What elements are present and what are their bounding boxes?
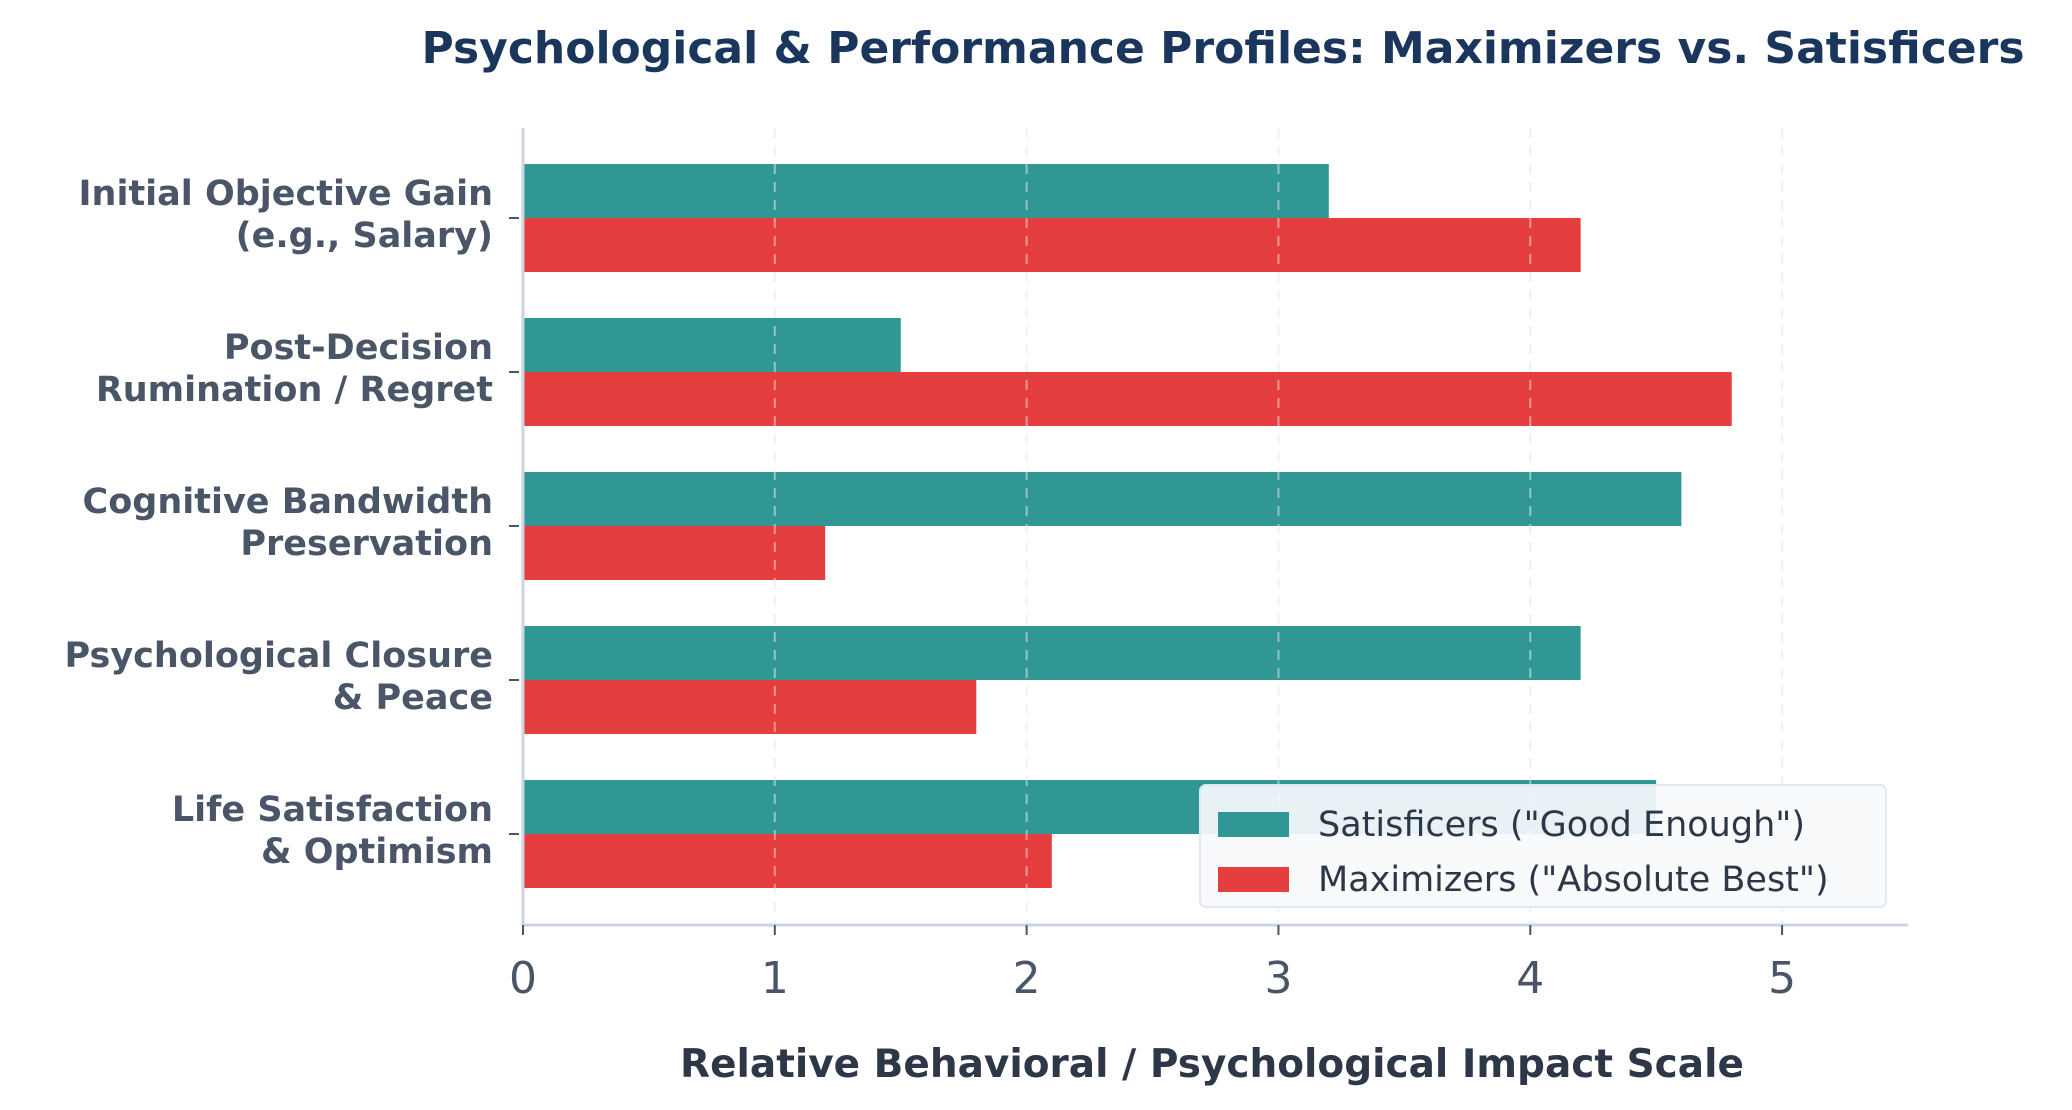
axes-layer xyxy=(509,128,1908,935)
x-tick-label-4: 4 xyxy=(1516,953,1544,1004)
labels-layer: 0 1 2 3 4 5 Initial Objective Gain (e.g., Salar… xyxy=(64,174,1796,1004)
bars-layer xyxy=(523,128,1784,925)
category-label-0-line-1: (e.g., Salary) xyxy=(236,216,493,256)
category-label-1: Post-Decision Rumination / Regret xyxy=(96,328,493,410)
category-label-2-line-1: Preservation xyxy=(240,524,493,564)
bar-satisficers-1 xyxy=(523,318,901,372)
bar-maximizers-4 xyxy=(523,834,1052,888)
chart-title: Psychological & Performance Profiles: Ma… xyxy=(421,23,2024,74)
category-label-3-line-0: Psychological Closure xyxy=(64,636,493,676)
x-tick-label-5: 5 xyxy=(1768,953,1796,1004)
bar-satisficers-3 xyxy=(523,626,1581,680)
legend: Satisficers ("Good Enough") Maximizers ("… xyxy=(1199,784,1887,908)
category-label-0-line-0: Initial Objective Gain xyxy=(79,174,493,214)
legend-swatch-0 xyxy=(1218,812,1289,837)
x-tick-label-2: 2 xyxy=(1013,953,1041,1004)
bar-satisficers-0 xyxy=(523,164,1329,218)
category-label-1-line-1: Rumination / Regret xyxy=(96,370,493,410)
bar-maximizers-2 xyxy=(523,526,826,580)
legend-box xyxy=(1199,784,1887,908)
category-label-4-line-0: Life Satisfaction xyxy=(172,790,493,830)
legend-label-0: Satisficers ("Good Enough") xyxy=(1318,805,1805,845)
bar-maximizers-1 xyxy=(523,372,1732,426)
category-label-2-line-0: Cognitive Bandwidth xyxy=(83,482,493,522)
category-label-4-line-1: & Optimism xyxy=(261,832,493,872)
category-label-4: Life Satisfaction & Optimism xyxy=(172,790,493,872)
bar-satisficers-2 xyxy=(523,472,1682,526)
category-label-1-line-0: Post-Decision xyxy=(224,328,493,368)
category-label-2: Cognitive Bandwidth Preservation xyxy=(83,482,493,564)
legend-swatch-1 xyxy=(1218,867,1289,892)
x-tick-label-0: 0 xyxy=(509,953,537,1004)
legend-label-1: Maximizers ("Absolute Best") xyxy=(1318,860,1829,900)
bar-maximizers-0 xyxy=(523,218,1581,272)
category-label-3: Psychological Closure & Peace xyxy=(64,636,493,718)
category-label-0: Initial Objective Gain (e.g., Salary) xyxy=(79,174,493,256)
bar-maximizers-3 xyxy=(523,680,977,734)
x-axis-label: Relative Behavioral / Psychological Impa… xyxy=(680,1042,1744,1087)
x-tick-label-3: 3 xyxy=(1264,953,1292,1004)
category-label-3-line-1: & Peace xyxy=(333,678,493,718)
x-tick-label-1: 1 xyxy=(761,953,789,1004)
